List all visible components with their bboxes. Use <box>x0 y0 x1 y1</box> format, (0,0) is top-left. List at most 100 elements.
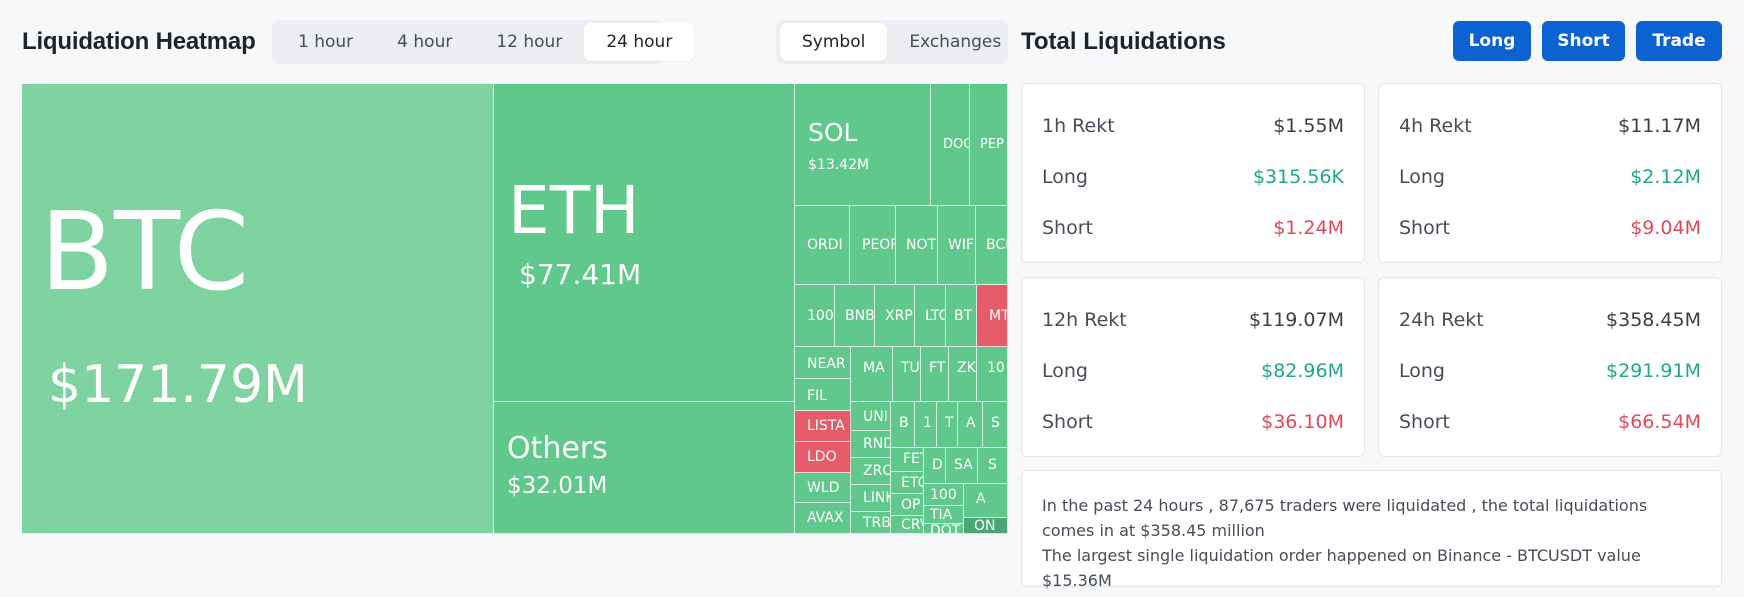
tile-symbol: BT <box>954 308 973 324</box>
heatmap-tile-doge[interactable]: DOG <box>931 84 970 206</box>
heatmap-tile-avax[interactable]: AVAX <box>795 503 851 534</box>
tile-value: $32.01M <box>507 473 608 499</box>
tab-exchanges[interactable]: Exchanges <box>909 32 1002 52</box>
tile-value: $77.41M <box>519 258 642 291</box>
rekt-long-value: $82.96M <box>1261 360 1344 382</box>
tile-symbol: WIF <box>948 237 975 253</box>
heatmap-tile-eth[interactable]: ETH $77.41M <box>494 84 795 402</box>
heatmap-tile-ft[interactable]: FT <box>921 347 949 402</box>
heatmap-tile-lista[interactable]: LISTA <box>795 411 851 442</box>
heatmap-tile-ordi[interactable]: ORDI <box>795 206 850 285</box>
heatmap-tile-fet[interactable]: FET <box>891 448 924 472</box>
heatmap-tile-s2[interactable]: S <box>978 448 1008 484</box>
heatmap-tile-wld[interactable]: WLD <box>795 473 851 503</box>
heatmap-tile-bch[interactable]: BCH <box>976 206 1008 285</box>
rekt-total-value: $1.55M <box>1273 115 1344 137</box>
rekt-short-label: Short <box>1042 217 1093 239</box>
heatmap-tile-tia[interactable]: TIA <box>924 506 964 524</box>
heatmap-tile-bt[interactable]: BT <box>946 285 977 347</box>
tab-24-hour[interactable]: 24 hour <box>584 23 695 61</box>
tile-symbol: ETC <box>901 475 923 491</box>
heatmap-tile-d[interactable]: D <box>924 448 946 484</box>
heatmap-tile-near[interactable]: NEAR <box>795 347 851 379</box>
rekt-long-label: Long <box>1042 166 1088 188</box>
heatmap-title: Liquidation Heatmap <box>22 28 256 55</box>
heatmap-tile-1000[interactable]: 1000 <box>795 285 835 347</box>
heatmap-tile-crv[interactable]: CRV <box>891 516 924 534</box>
tile-symbol: ZK <box>957 360 976 376</box>
heatmap-tile-mt[interactable]: MT <box>977 285 1008 347</box>
heatmap-tile-pepe[interactable]: PEP <box>970 84 1008 206</box>
heatmap-tile-100b[interactable]: 100 <box>924 484 964 506</box>
heatmap-tile-one[interactable]: 1 <box>915 402 937 448</box>
heatmap-tile-tu[interactable]: TU <box>893 347 921 402</box>
short-button[interactable]: Short <box>1542 21 1625 61</box>
tile-value: $13.42M <box>808 157 870 173</box>
heatmap-tile-sol[interactable]: SOL $13.42M <box>795 84 931 206</box>
heatmap-tile-trb[interactable]: TRB <box>851 512 891 534</box>
heatmap-tile-btc[interactable]: BTC $171.79M <box>22 84 494 534</box>
heatmap-tile-sa[interactable]: SA <box>946 448 978 484</box>
heatmap-tile-zro[interactable]: ZRO <box>851 458 891 485</box>
heatmap-tile-10[interactable]: 10 <box>977 347 1008 402</box>
heatmap-tile-op[interactable]: OP <box>891 494 924 516</box>
heatmap-tile-link[interactable]: LINK <box>851 485 891 512</box>
heatmap-tile-ondo[interactable]: ON <box>964 518 1008 534</box>
liquidation-summary: In the past 24 hours , 87,675 traders we… <box>1021 470 1722 590</box>
rekt-long-label: Long <box>1042 360 1088 382</box>
tile-symbol: LTC <box>925 308 945 324</box>
heatmap-tile-a2[interactable]: A <box>964 484 1008 518</box>
heatmap-tile-others[interactable]: Others $32.01M <box>494 402 795 534</box>
rekt-short-label: Short <box>1042 411 1093 433</box>
rekt-short-value: $36.10M <box>1261 411 1344 433</box>
tab-1-hour[interactable]: 1 hour <box>298 32 354 52</box>
heatmap-tile-zk[interactable]: ZK <box>949 347 977 402</box>
tile-symbol: BTC <box>40 190 250 315</box>
heatmap-tile-people[interactable]: PEOP <box>850 206 896 285</box>
time-range-selector: 1 hour 4 hour 12 hour 24 hour <box>272 20 695 64</box>
tile-symbol: SOL <box>808 118 858 147</box>
tile-symbol: FT <box>929 360 946 376</box>
heatmap-tile-etc[interactable]: ETC <box>891 472 924 494</box>
rekt-short-row: Short $36.10M <box>1042 410 1344 434</box>
tile-symbol: 100 <box>930 487 957 503</box>
tile-symbol: TIA <box>930 507 953 523</box>
heatmap-tile-ltc[interactable]: LTC <box>915 285 946 347</box>
heatmap-tile-b[interactable]: B <box>891 402 915 448</box>
heatmap-tile-xrp[interactable]: XRP <box>875 285 915 347</box>
tile-symbol: XRP <box>885 308 913 324</box>
tile-symbol: S <box>988 457 997 473</box>
heatmap-tile-rnd[interactable]: RND <box>851 431 891 458</box>
rekt-card-24h: 24h Rekt $358.45M Long $291.91M Short $66.54M <box>1378 277 1722 457</box>
rekt-short-row: Short $1.24M <box>1042 216 1344 240</box>
tab-12-hour[interactable]: 12 hour <box>496 32 563 52</box>
rekt-long-row: Long $315.56K <box>1042 165 1344 189</box>
heatmap-tile-fil[interactable]: FIL <box>795 379 851 411</box>
heatmap-tile-t[interactable]: T <box>937 402 958 448</box>
heatmap-tile-uni[interactable]: UNI <box>851 402 891 431</box>
rekt-long-value: $315.56K <box>1252 166 1344 188</box>
heatmap-tile-ldo[interactable]: LDO <box>795 442 851 473</box>
rekt-long-row: Long $82.96M <box>1042 359 1344 383</box>
rekt-short-value: $9.04M <box>1630 217 1701 239</box>
tile-symbol: RND <box>863 436 891 452</box>
heatmap-tile-dot[interactable]: DOT <box>924 524 964 534</box>
heatmap-tile-ma[interactable]: MA <box>851 347 893 402</box>
rekt-short-value: $1.24M <box>1273 217 1344 239</box>
trade-button[interactable]: Trade <box>1636 21 1722 61</box>
heatmap-tile-not[interactable]: NOT <box>896 206 938 285</box>
tile-symbol: ETH <box>508 172 640 249</box>
tile-symbol: B <box>899 415 909 431</box>
rekt-total-label: 1h Rekt <box>1042 115 1115 137</box>
liquidation-treemap: BTC $171.79M ETH $77.41M Others $32.01M SOL $13… <box>22 84 1008 534</box>
summary-line-2: The largest single liquidation order hap… <box>1042 546 1641 590</box>
heatmap-tile-a[interactable]: A <box>958 402 983 448</box>
tab-4-hour[interactable]: 4 hour <box>397 32 453 52</box>
heatmap-tile-bnb[interactable]: BNB <box>835 285 875 347</box>
long-button[interactable]: Long <box>1453 21 1531 61</box>
tile-symbol: 1 <box>923 415 932 431</box>
tab-symbol[interactable]: Symbol <box>780 23 888 61</box>
heatmap-tile-wif[interactable]: WIF <box>938 206 976 285</box>
heatmap-tile-s[interactable]: S <box>983 402 1008 448</box>
tile-symbol: LDO <box>807 449 837 465</box>
